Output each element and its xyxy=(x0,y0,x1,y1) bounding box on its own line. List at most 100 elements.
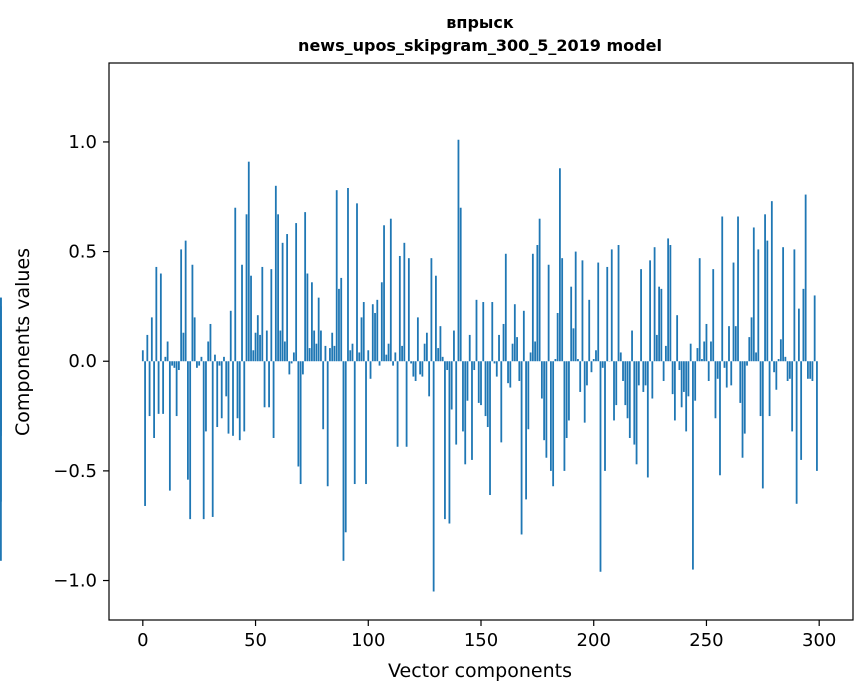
bar xyxy=(398,255,401,362)
bar xyxy=(498,334,500,362)
bar xyxy=(308,348,311,362)
bar xyxy=(588,299,591,362)
bar xyxy=(743,361,746,434)
bar xyxy=(721,216,724,362)
bar xyxy=(317,297,320,362)
bar xyxy=(784,356,787,362)
bar xyxy=(455,361,458,445)
bar xyxy=(376,299,379,362)
bar xyxy=(583,361,586,423)
bar xyxy=(164,356,167,362)
bar xyxy=(800,361,803,460)
bar xyxy=(288,361,291,375)
bar xyxy=(423,343,426,362)
bar xyxy=(775,361,778,390)
bar xyxy=(340,277,343,362)
bar xyxy=(577,359,579,362)
bar xyxy=(175,361,178,417)
bar xyxy=(750,317,753,362)
x-tick-label: 250 xyxy=(689,630,723,651)
bar xyxy=(279,330,282,362)
bar xyxy=(277,214,279,362)
bar xyxy=(561,258,564,362)
bar xyxy=(552,361,555,487)
bar xyxy=(502,323,505,362)
bar xyxy=(171,361,174,366)
bar xyxy=(457,139,460,362)
bar xyxy=(676,315,679,362)
bar xyxy=(202,361,205,520)
bar xyxy=(651,361,654,399)
bar xyxy=(739,361,742,403)
bar xyxy=(586,361,588,386)
bar xyxy=(811,361,814,381)
bar xyxy=(250,275,252,362)
bar xyxy=(692,361,694,570)
x-tick-label: 100 xyxy=(351,630,385,651)
bar xyxy=(777,359,780,362)
bar xyxy=(311,282,313,362)
bar xyxy=(329,348,331,362)
bar xyxy=(187,361,189,480)
bar xyxy=(701,359,703,362)
bar xyxy=(335,190,338,362)
bar xyxy=(635,361,638,465)
bar xyxy=(362,302,365,362)
bar xyxy=(741,361,744,458)
bar xyxy=(574,251,577,362)
bar xyxy=(198,361,201,366)
bar xyxy=(480,361,482,406)
bar xyxy=(159,273,162,362)
bar xyxy=(475,299,478,362)
bar xyxy=(617,245,620,362)
bar xyxy=(579,361,582,392)
bar xyxy=(601,361,604,368)
bar xyxy=(360,317,363,362)
bar xyxy=(286,234,289,362)
bar xyxy=(432,361,435,592)
bar xyxy=(466,361,469,401)
bar xyxy=(155,266,158,362)
bar xyxy=(229,310,232,362)
bar xyxy=(604,361,606,471)
bar xyxy=(581,260,584,362)
bar xyxy=(804,194,807,362)
bar xyxy=(283,341,286,362)
bar xyxy=(396,361,399,447)
bar xyxy=(459,207,462,362)
bar xyxy=(358,352,361,362)
bar xyxy=(369,361,372,379)
bar xyxy=(655,334,658,362)
bar xyxy=(489,361,491,496)
bar xyxy=(412,361,415,377)
bar xyxy=(371,304,374,362)
bar xyxy=(673,361,676,421)
bar xyxy=(385,354,388,362)
bar xyxy=(516,337,518,362)
bar xyxy=(710,341,712,362)
bar xyxy=(484,361,487,417)
bar xyxy=(209,323,212,362)
bar xyxy=(473,361,476,371)
bar xyxy=(770,201,773,362)
bar xyxy=(511,343,514,362)
bar xyxy=(549,361,552,471)
bar xyxy=(626,361,629,419)
bar-series xyxy=(0,139,818,592)
bar xyxy=(150,317,153,362)
bar xyxy=(631,330,633,362)
bar xyxy=(378,361,381,366)
bar xyxy=(184,240,187,362)
bar xyxy=(707,361,710,381)
bar xyxy=(320,330,322,362)
bar xyxy=(779,339,782,362)
bar xyxy=(367,350,370,362)
bar xyxy=(507,361,509,384)
bar xyxy=(788,361,791,379)
bar xyxy=(207,341,210,362)
bar xyxy=(468,334,471,362)
y-tick-label: −1.0 xyxy=(53,571,97,592)
bar xyxy=(545,361,548,458)
bar xyxy=(525,361,527,500)
bar xyxy=(730,361,733,386)
